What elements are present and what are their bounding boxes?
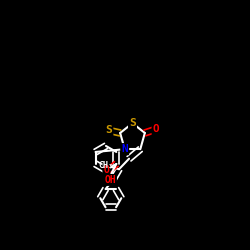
Text: O: O xyxy=(104,165,109,175)
Text: N: N xyxy=(121,144,128,154)
Text: S: S xyxy=(106,126,112,136)
Text: OH: OH xyxy=(104,175,116,185)
Text: O: O xyxy=(153,124,160,134)
Text: CH₃: CH₃ xyxy=(98,161,113,170)
Text: S: S xyxy=(129,118,136,128)
